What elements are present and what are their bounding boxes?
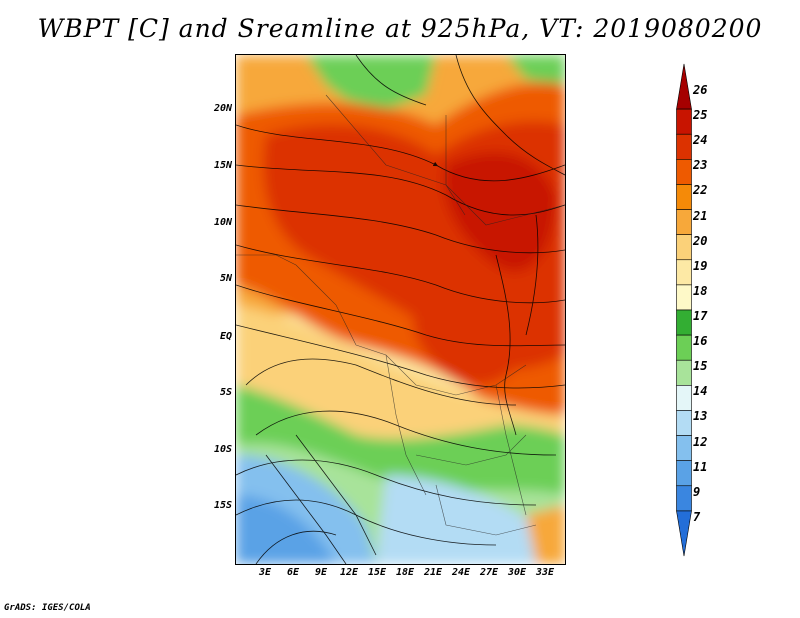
- colorbar-swatch: [676, 259, 692, 286]
- colorbar-swatch: [676, 510, 692, 557]
- x-tick-label: 12E: [339, 567, 359, 578]
- y-tick-label: 10N: [213, 217, 232, 228]
- colorbar-swatch: [676, 309, 692, 336]
- x-tick-label: 9E: [314, 567, 328, 578]
- colorbar-label: 25: [693, 108, 708, 123]
- x-tick-label: 27E: [479, 567, 499, 578]
- colorbar-label: 16: [693, 334, 708, 349]
- colorbar-label: 26: [693, 83, 708, 97]
- x-tick-label: 24E: [451, 567, 471, 578]
- colorbar-label: 19: [693, 258, 708, 273]
- credit-text: GrADS: IGES/COLA: [4, 603, 91, 613]
- colorbar-label: 13: [693, 409, 708, 424]
- colorbar-label: 15: [693, 359, 708, 374]
- colorbar: [676, 63, 692, 557]
- colorbar-label: 21: [693, 208, 708, 223]
- colorbar-swatch: [676, 133, 692, 160]
- colorbar-swatch: [676, 184, 692, 210]
- y-tick-label: EQ: [219, 331, 232, 342]
- colorbar-swatch: [676, 234, 692, 261]
- colorbar-swatch: [676, 334, 692, 361]
- y-tick-label: 10S: [213, 444, 232, 455]
- x-tick-label: 30E: [507, 567, 527, 578]
- colorbar-swatch: [676, 284, 692, 311]
- borders: [236, 94, 565, 536]
- colorbar-swatch: [676, 209, 692, 235]
- colorbar-label: 7: [693, 509, 701, 524]
- chart-title: WBPT [C] and Sreamline at 925hPa, VT: 20…: [37, 14, 763, 43]
- colorbar-label: 22: [693, 183, 708, 198]
- colorbar-swatch: [676, 63, 692, 110]
- x-tick-label: 3E: [258, 567, 272, 578]
- colorbar-swatch: [676, 410, 692, 436]
- x-tick-label: 15E: [367, 567, 387, 578]
- colorbar-label: 14: [693, 384, 708, 399]
- x-tick-label: 18E: [395, 567, 415, 578]
- x-tick-label: 21E: [423, 567, 443, 578]
- x-tick-label: 6E: [286, 567, 300, 578]
- colorbar-swatch: [676, 385, 692, 411]
- colorbar-swatch: [676, 159, 692, 185]
- x-tick-label: 33E: [535, 567, 555, 578]
- colorbar-label: 20: [693, 233, 708, 248]
- colorbar-label: 11: [693, 459, 708, 474]
- map-panel: [235, 54, 566, 565]
- colorbar-swatch: [676, 108, 692, 135]
- colorbar-label: 12: [693, 434, 708, 449]
- streamlines: [236, 55, 565, 564]
- colorbar-label: 24: [693, 133, 708, 148]
- colorbar-swatch: [676, 435, 692, 461]
- y-tick-label: 5S: [219, 387, 232, 398]
- colorbar-swatch: [676, 485, 692, 512]
- colorbar-label: 17: [693, 309, 708, 323]
- y-tick-label: 15N: [213, 160, 232, 171]
- y-tick-label: 5N: [219, 273, 232, 284]
- colorbar-swatch: [676, 359, 692, 386]
- colorbar-swatch: [676, 460, 692, 487]
- y-tick-label: 15S: [213, 500, 232, 511]
- colorbar-label: 18: [693, 283, 708, 298]
- y-tick-label: 20N: [213, 103, 232, 114]
- colorbar-label: 23: [693, 158, 708, 173]
- wbpt-field: [236, 55, 565, 564]
- colorbar-label: 9: [693, 484, 701, 499]
